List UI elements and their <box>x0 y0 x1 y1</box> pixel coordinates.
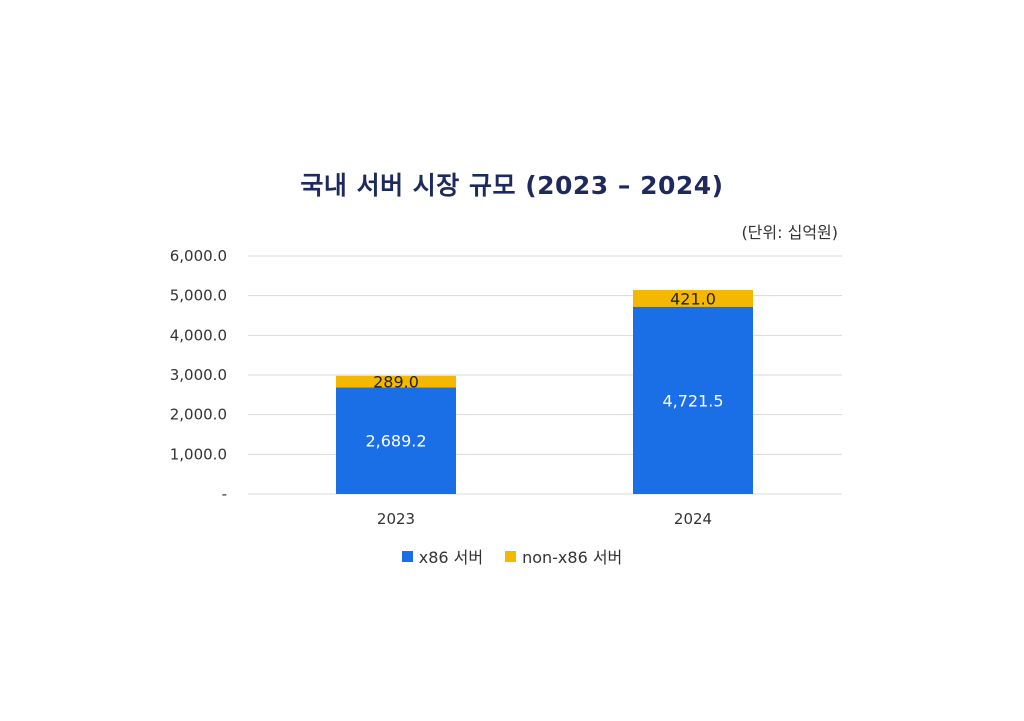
legend-swatch-x86 <box>401 550 413 562</box>
legend-swatch-non-x86 <box>505 550 517 562</box>
y-tick-label: 2,000.0 <box>170 406 227 424</box>
legend-label-non-x86: non-x86 서버 <box>522 548 623 567</box>
y-tick-label: 3,000.0 <box>170 366 227 384</box>
y-tick-label: - <box>222 485 227 503</box>
bar-x86-2024 <box>633 306 753 494</box>
data-label: 289.0 <box>373 373 419 392</box>
x-tick-label: 2023 <box>377 510 415 528</box>
y-tick-label: 1,000.0 <box>170 445 227 463</box>
unit-note: (단위: 십억원) <box>741 223 838 242</box>
y-tick-label: 5,000.0 <box>170 287 227 305</box>
y-tick-label: 4,000.0 <box>170 326 227 344</box>
legend-label-x86: x86 서버 <box>418 548 484 567</box>
y-tick-label: 6,000.0 <box>170 247 227 265</box>
data-label: 421.0 <box>670 289 716 308</box>
bar-x86-2023 <box>336 387 456 494</box>
data-label: 2,689.2 <box>365 432 426 451</box>
bar-non-x86-2024 <box>633 290 753 307</box>
bar-non-x86-2023 <box>336 375 456 388</box>
data-label: 4,721.5 <box>662 391 723 410</box>
chart-legend: x86 서버 non-x86 서버 <box>0 544 1024 568</box>
legend-item-x86: x86 서버 <box>401 544 484 568</box>
chart-title: 국내 서버 시장 규모 (2023 – 2024) <box>300 171 724 200</box>
legend-item-non-x86: non-x86 서버 <box>505 544 622 568</box>
x-tick-label: 2024 <box>674 510 712 528</box>
